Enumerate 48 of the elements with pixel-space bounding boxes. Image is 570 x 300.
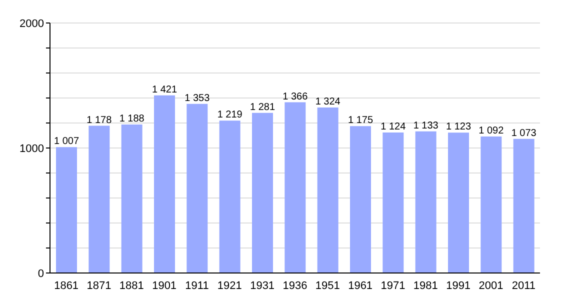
data-label: 1 281 [250,102,276,113]
bar [284,102,306,273]
bar [252,112,273,273]
x-tick-label: 1911 [185,280,209,292]
x-tick-label: 1861 [54,280,79,292]
bar [415,131,436,273]
data-label: 1 324 [315,96,341,108]
bar [56,147,77,273]
data-label: 1 353 [184,92,210,104]
data-label: 1 133 [413,120,439,132]
x-tick-label: 1961 [348,280,373,292]
data-label: 1 219 [217,110,243,121]
bar [88,126,110,273]
data-label: 1 073 [511,128,537,139]
bar [480,136,502,273]
bar [513,138,534,273]
data-label: 1 421 [152,84,178,96]
x-tick-label: 1981 [413,280,438,292]
data-label: 1 007 [54,136,80,148]
data-label: 1 092 [478,126,504,136]
data-label: 1 178 [86,114,112,126]
x-tick-label: 2001 [478,280,504,292]
data-label: 1 123 [446,122,472,133]
bar [154,95,175,273]
x-tick-label: 1931 [250,280,275,292]
x-tick-label: 1871 [86,280,112,292]
bar [317,108,338,273]
x-tick-label: 1991 [446,280,471,292]
bar [121,124,142,273]
data-label: 1 188 [119,114,145,124]
data-label: 1 124 [380,122,406,132]
x-tick-label: 1921 [217,280,242,292]
bar [448,132,469,273]
data-label: 1 366 [282,91,308,102]
x-tick-label: 2011 [512,280,536,292]
y-tick-label: 0 [38,268,44,280]
x-tick-label: 1901 [152,280,177,292]
x-tick-label: 1936 [282,280,308,292]
x-tick-label: 1881 [119,280,144,292]
y-tick-label: 2000 [20,18,44,30]
x-tick-label: 1951 [315,280,340,292]
bar [350,126,371,273]
bar [382,132,404,273]
y-tick-label: 1000 [20,142,44,155]
data-label: 1 175 [348,115,374,126]
bar [186,104,208,273]
bar [219,120,240,273]
x-tick-label: 1971 [380,280,406,292]
